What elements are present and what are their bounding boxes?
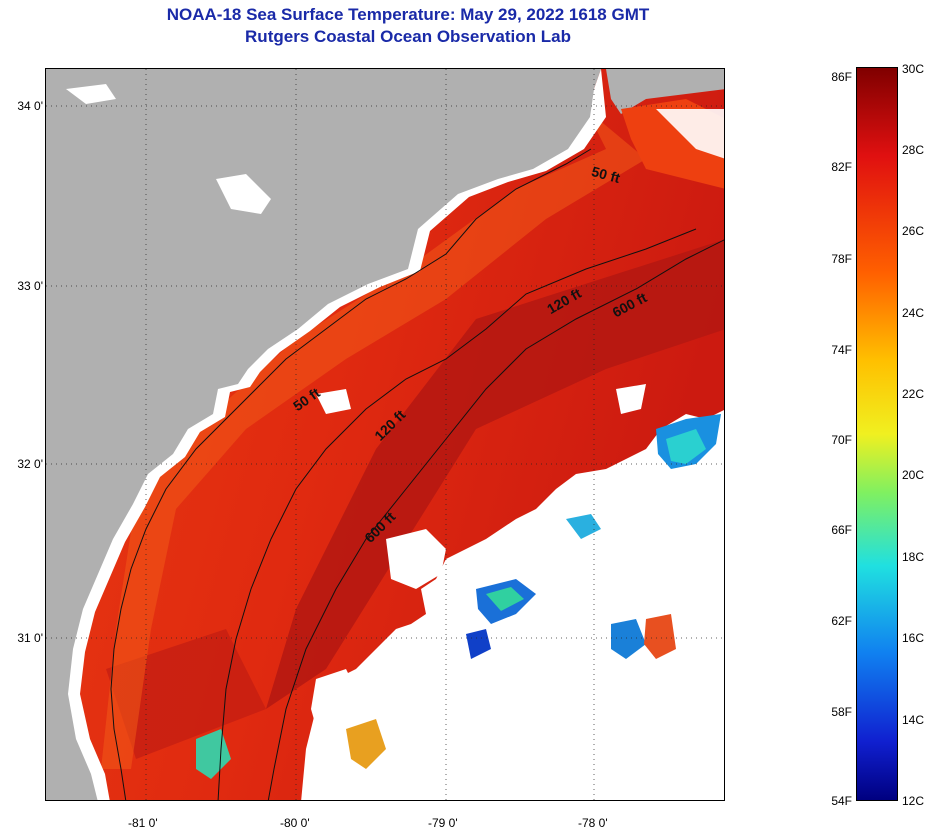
land xyxy=(46,69,601,800)
colorbar-c-22: 22C xyxy=(902,387,925,401)
land-north xyxy=(606,69,724,114)
colorbar-c-16: 16C xyxy=(902,631,925,645)
contour-50ft xyxy=(110,148,592,800)
cool-patch-se xyxy=(611,619,646,659)
warm-edge-sw xyxy=(346,719,386,769)
map-title: NOAA-18 Sea Surface Temperature: May 29,… xyxy=(166,5,650,24)
sst-map: 50 ft 50 ft 120 ft 120 ft 600 ft 600 ft xyxy=(45,68,725,801)
lon-label-79: -79 0' xyxy=(428,816,458,830)
colorbar-f-74: 74F xyxy=(831,343,852,357)
colorbar-f-62: 62F xyxy=(831,614,852,628)
cloud-north-bay xyxy=(656,109,724,159)
cloud-patch-1 xyxy=(386,529,446,589)
lat-label-34: 34 0' xyxy=(17,99,43,113)
colorbar-c-24: 24C xyxy=(902,306,925,320)
cloud-inland-1 xyxy=(216,174,271,214)
lon-label-81: -81 0' xyxy=(128,816,158,830)
lat-label-32: 32 0' xyxy=(17,457,43,471)
colorbar-f-54: 54F xyxy=(831,794,852,808)
cool-patch-small xyxy=(466,629,491,659)
warm-spot-se xyxy=(644,614,676,659)
colorbar-c-14: 14C xyxy=(902,713,925,727)
colorbar-f-86: 86F xyxy=(831,70,852,84)
colorbar-c-12: 12C xyxy=(902,794,925,808)
colorbar-c-30: 30C xyxy=(902,62,925,76)
lat-label-33: 33 0' xyxy=(17,279,43,293)
lon-label-78: -78 0' xyxy=(578,816,608,830)
colorbar-c-20: 20C xyxy=(902,468,925,482)
colorbar-f-70: 70F xyxy=(831,433,852,447)
nearshore-band xyxy=(101,109,646,769)
cloud-inland-2 xyxy=(66,84,116,104)
colorbar xyxy=(856,67,898,801)
contour-120ft xyxy=(217,228,697,800)
cloud-patch-3 xyxy=(316,389,351,414)
contour-label-50ft-north: 50 ft xyxy=(590,163,622,186)
cool-patch-north xyxy=(566,514,601,539)
warm-core xyxy=(266,239,724,709)
cool-patch-sw xyxy=(196,729,231,779)
cool-patch-east-edge xyxy=(666,429,706,464)
colorbar-c-18: 18C xyxy=(902,550,925,564)
cloud-patch-4 xyxy=(616,384,646,414)
colorbar-c-28: 28C xyxy=(902,143,925,157)
lon-label-80: -80 0' xyxy=(280,816,310,830)
lat-label-31: 31 0' xyxy=(17,631,43,645)
colorbar-f-78: 78F xyxy=(831,252,852,266)
contour-600ft xyxy=(267,239,724,800)
colorbar-c-26: 26C xyxy=(902,224,925,238)
colorbar-f-82: 82F xyxy=(831,160,852,174)
colorbar-f-58: 58F xyxy=(831,705,852,719)
map-subtitle: Rutgers Coastal Ocean Observation Lab xyxy=(245,27,571,46)
cool-patch-center-edge xyxy=(486,587,524,611)
colorbar-f-66: 66F xyxy=(831,523,852,537)
